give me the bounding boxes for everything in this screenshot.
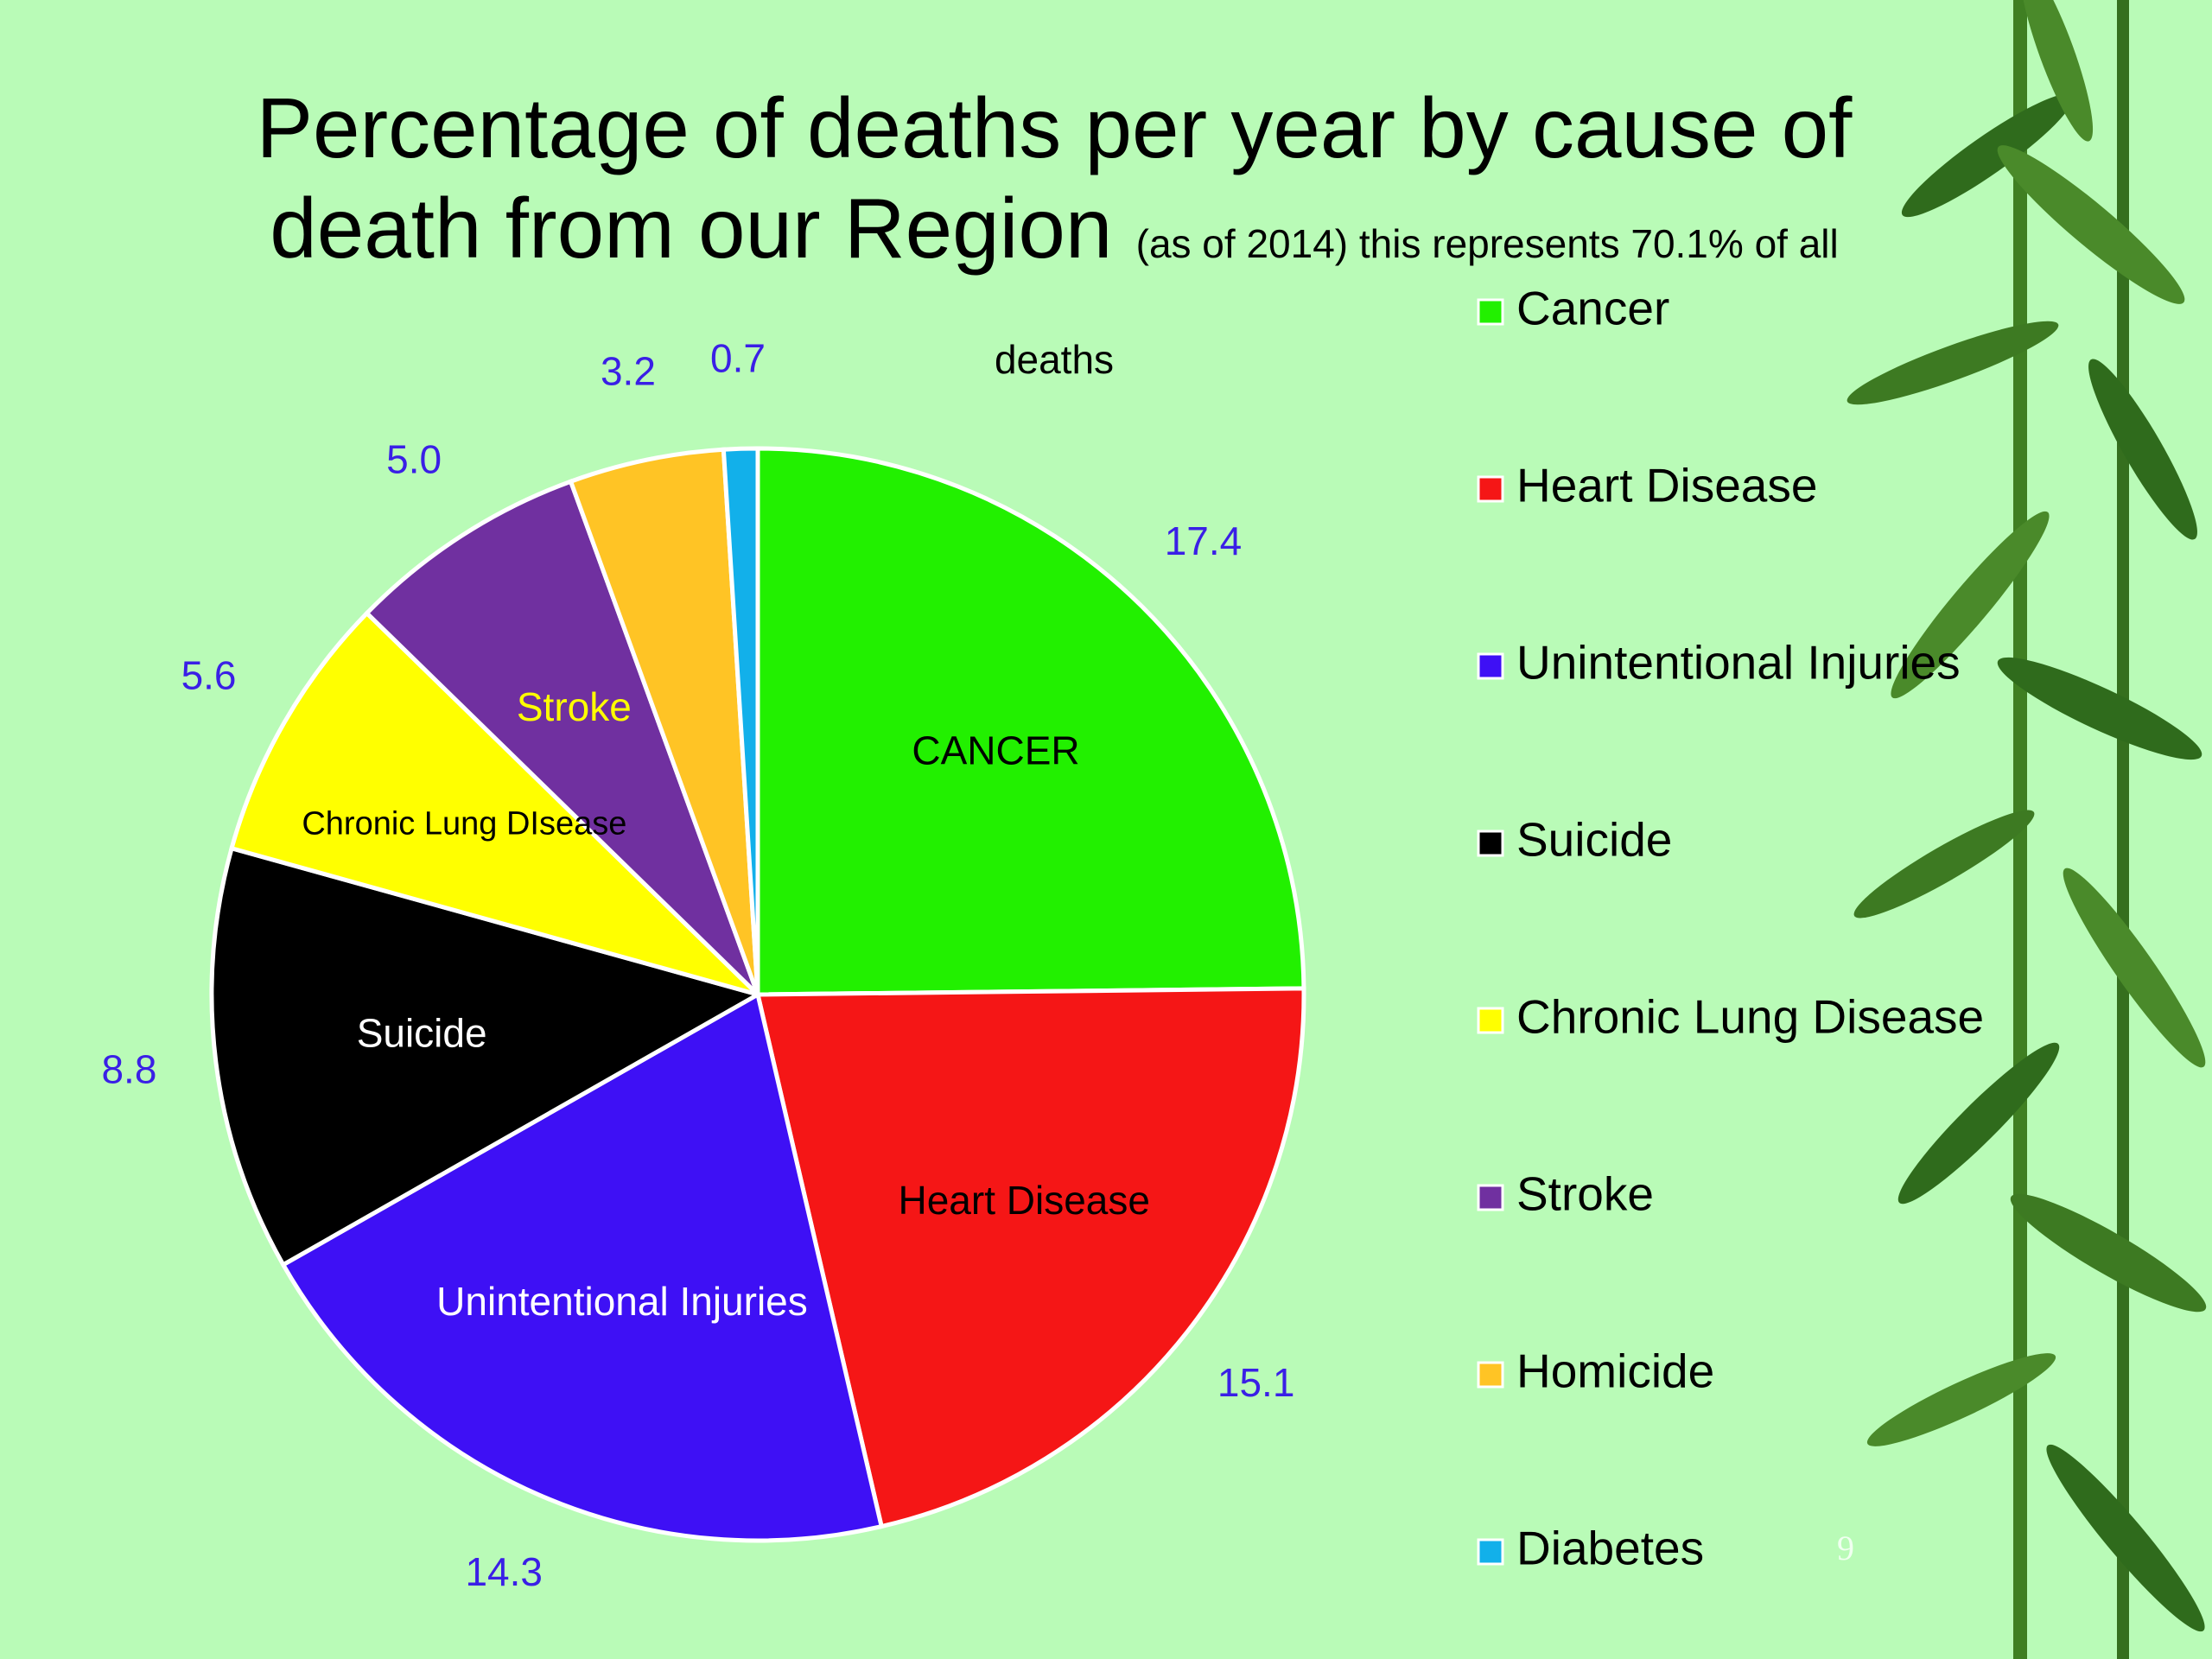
legend-swatch — [1477, 1361, 1504, 1389]
slice-label: Heart Disease — [898, 1178, 1149, 1223]
legend-label: Diabetes — [1516, 1522, 1704, 1575]
data-label: 5.6 — [181, 653, 237, 698]
page-number: 9 — [1837, 1529, 1854, 1567]
pie-slice — [721, 446, 760, 995]
legend-label: Chronic Lung Disease — [1516, 990, 1984, 1044]
legend-label: Stroke — [1516, 1167, 1654, 1221]
title-text: Percentage of deaths per year by cause o… — [256, 80, 1853, 276]
pie-slice — [280, 991, 885, 1543]
slice-label: Suicide — [357, 1010, 487, 1055]
legend-label: Cancer — [1516, 282, 1669, 335]
legend-swatch — [1477, 1007, 1504, 1034]
pie-slice — [229, 610, 760, 997]
legend-swatch — [1477, 298, 1504, 326]
legend-label: Homicide — [1516, 1344, 1714, 1398]
data-label: 15.1 — [1217, 1360, 1295, 1405]
data-label: 5.0 — [386, 436, 442, 481]
legend-swatch — [1477, 1184, 1504, 1211]
legend-swatch — [1477, 475, 1504, 503]
legend-label: Unintentional Injuries — [1516, 636, 1961, 690]
legend-swatch — [1477, 1538, 1504, 1566]
data-label: 3.2 — [601, 349, 656, 394]
legend-label: Heart Disease — [1516, 459, 1817, 512]
legend-swatch — [1477, 830, 1504, 857]
legend-label: Suicide — [1516, 813, 1672, 867]
data-label: 17.4 — [1165, 518, 1243, 563]
pie-slice — [568, 447, 760, 995]
slice-label: Chronic Lung DIsease — [302, 806, 626, 842]
pie-slice — [209, 845, 764, 1268]
bamboo-decoration — [1847, 0, 2207, 1659]
data-label: 0.7 — [710, 335, 766, 380]
slice-label: Stroke — [517, 684, 632, 729]
data-label: 8.8 — [101, 1046, 156, 1091]
pie-slice — [755, 446, 1306, 997]
chart-title: Percentage of deaths per year by cause o… — [207, 78, 1901, 410]
legend-swatch — [1477, 652, 1504, 680]
slice-label: CANCER — [912, 728, 1079, 773]
chart-subtitle: (as of 2014) this represents 70.1% of al… — [994, 221, 1839, 382]
data-label: 14.3 — [465, 1549, 543, 1594]
slice-label: Unintentional Injuries — [436, 1279, 808, 1324]
pie-slice — [754, 986, 1306, 1529]
pie-slice — [364, 479, 760, 996]
